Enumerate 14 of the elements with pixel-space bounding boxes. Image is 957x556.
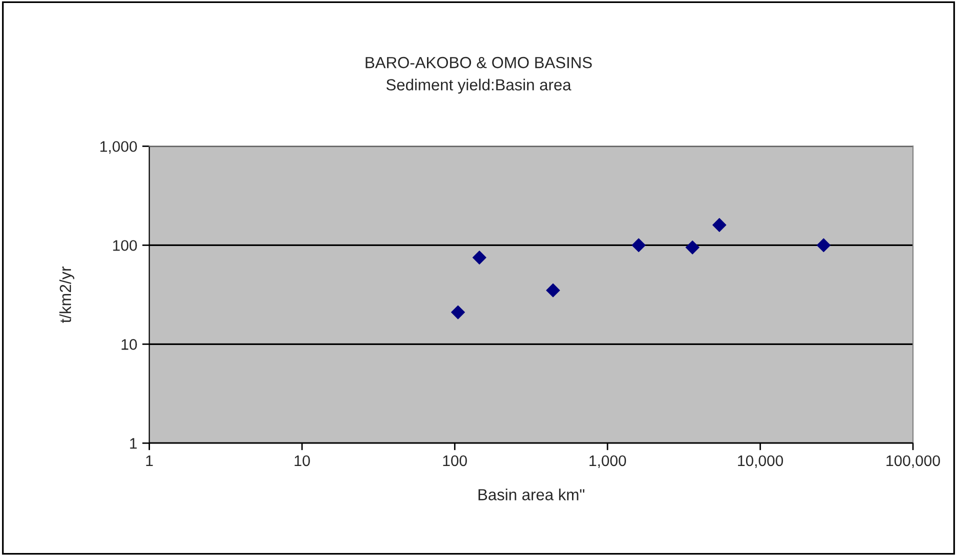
chart-subtitle: Sediment yield:Basin area (386, 78, 572, 94)
y-tick-label: 1,000 (100, 141, 137, 154)
x-tick-label: 100,000 (886, 455, 940, 468)
x-axis-title: Basin area km" (478, 488, 584, 500)
y-tick-label: 1 (130, 438, 137, 449)
y-tick-label: 100 (113, 240, 137, 251)
x-tick-label: 100 (443, 455, 467, 466)
x-tick-label: 1,000 (590, 455, 626, 468)
x-tick-label: 10 (294, 455, 310, 466)
y-axis-title: t/km2/yr (59, 266, 74, 323)
chart-title: BARO-AKOBO & OMO BASINS (366, 56, 592, 68)
y-tick-label: 10 (122, 339, 137, 350)
x-tick-label: 10,000 (738, 455, 784, 468)
x-tick-label: 1 (146, 456, 153, 466)
